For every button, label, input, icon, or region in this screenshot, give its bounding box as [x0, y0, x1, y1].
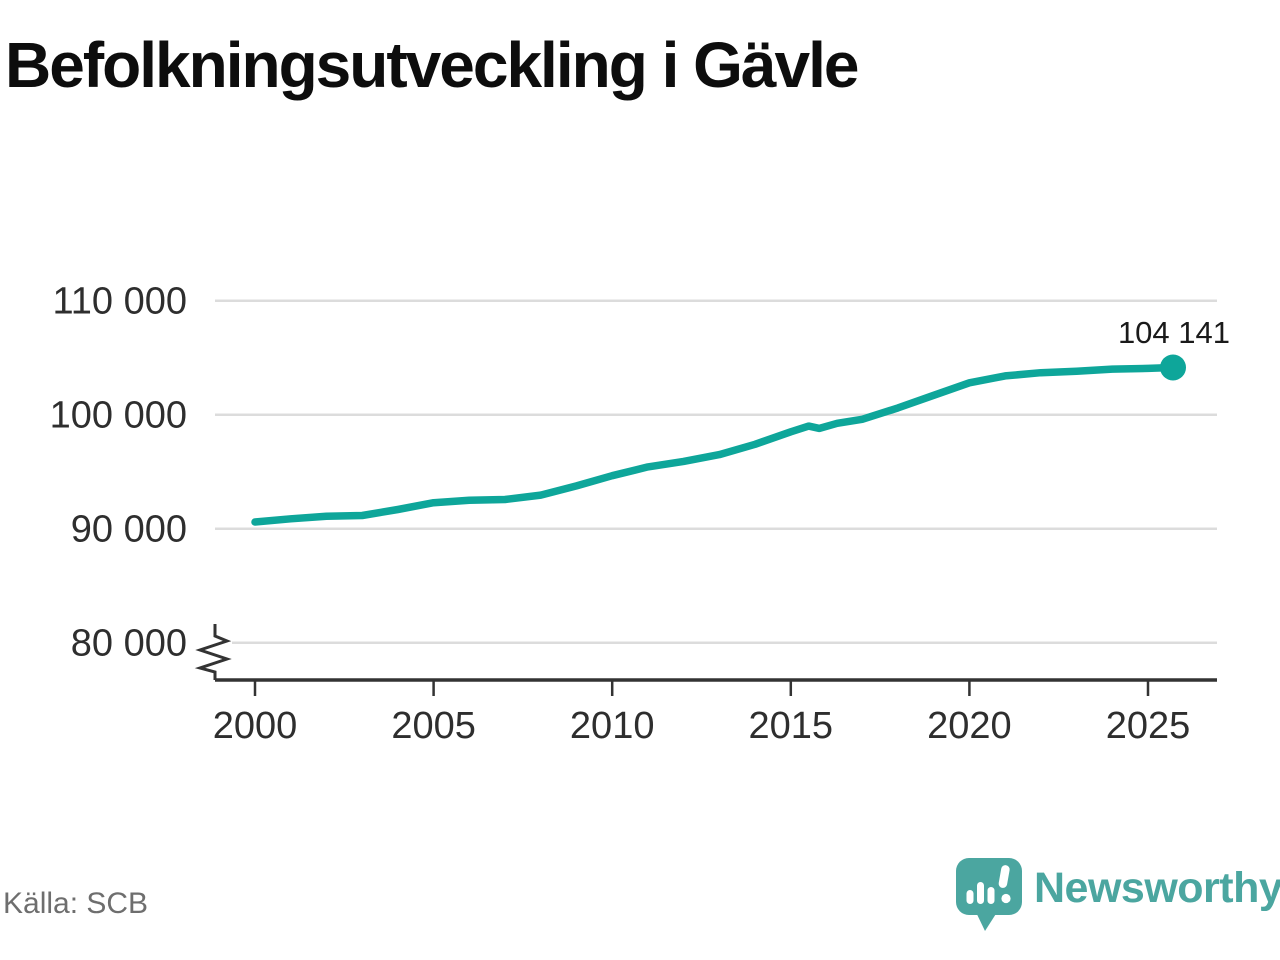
y-tick-label: 100 000: [50, 395, 187, 437]
x-tick-label: 2020: [927, 705, 1012, 747]
x-tick-label: 2025: [1106, 705, 1191, 747]
source-note: Källa: SCB: [3, 887, 149, 920]
x-tick-label: 2015: [749, 705, 834, 747]
x-tick-label: 2010: [570, 705, 655, 747]
y-tick-label: 80 000: [71, 623, 187, 665]
logo-bar-small: [966, 890, 974, 904]
newsworthy-logo: Newsworthy: [956, 858, 1280, 938]
logo-bar-tall: [977, 882, 984, 904]
y-tick-label: 90 000: [71, 509, 187, 551]
logo-bar-medium: [987, 887, 995, 904]
x-tick-label: 2000: [213, 705, 298, 747]
y-tick-label: 110 000: [52, 281, 187, 323]
x-tick-label: 2005: [391, 705, 476, 747]
page-title: Befolkningsutveckling i Gävle: [5, 29, 859, 101]
population-line: [251, 363, 1177, 526]
latest-value-label: 104 141: [1118, 315, 1230, 350]
logo-exclamation-bar: [998, 865, 1010, 888]
bar-chart-speech-bubble-icon: [956, 858, 1022, 931]
logo-exclamation-dot: [1001, 893, 1011, 904]
axis-break-icon: [194, 624, 232, 680]
latest-point-dot: [1160, 354, 1187, 381]
newsworthy-wordmark: Newsworthy: [1034, 864, 1280, 912]
